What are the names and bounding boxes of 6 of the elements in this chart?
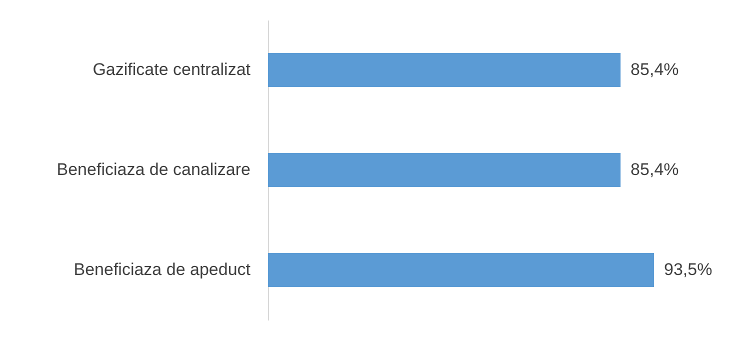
data-label: 85,4% (630, 160, 679, 179)
y-tick-label: Beneficiaza de canalizare (56, 160, 250, 179)
data-label: 93,5% (664, 260, 712, 279)
data-label: 85,4% (630, 60, 679, 79)
y-tick-label: Gazificate centralizat (92, 60, 251, 79)
y-tick-label: Beneficiaza de apeduct (74, 260, 251, 279)
